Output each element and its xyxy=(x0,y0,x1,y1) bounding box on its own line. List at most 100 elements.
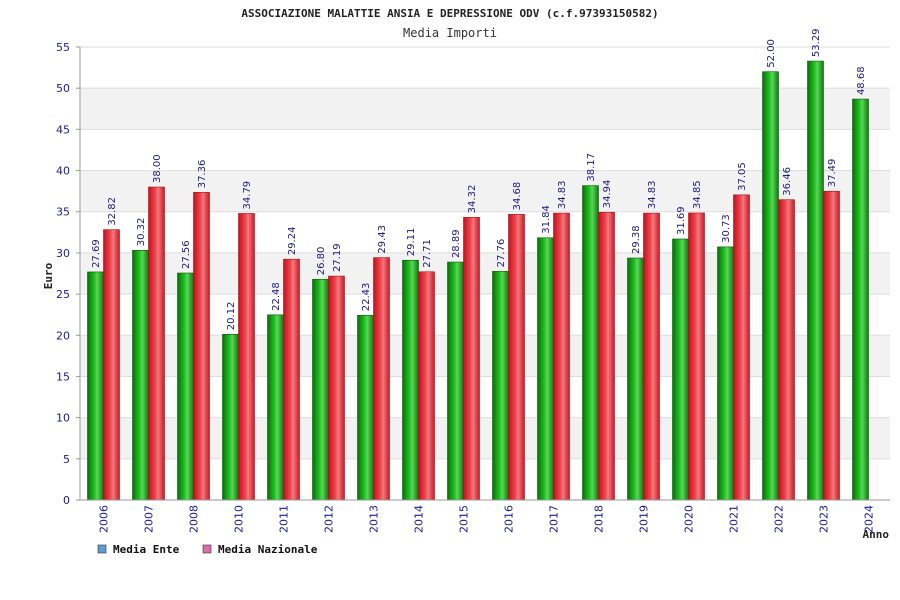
x-tick-label: 2021 xyxy=(728,505,741,533)
grid-bands xyxy=(80,47,890,500)
y-tick-label: 0 xyxy=(63,494,70,507)
data-label: 22.48 xyxy=(271,282,282,311)
data-label: 31.84 xyxy=(541,205,552,234)
grid-band xyxy=(80,211,890,253)
data-label: 34.83 xyxy=(557,180,568,209)
legend-label-media-nazionale: Media Nazionale xyxy=(218,543,318,556)
data-label: 31.69 xyxy=(676,206,687,235)
data-label: 29.11 xyxy=(406,228,417,257)
grid-band xyxy=(80,335,890,377)
bar-media-nazionale xyxy=(508,214,525,501)
data-label: 48.68 xyxy=(856,66,867,95)
grid-band xyxy=(80,294,890,336)
bar-media-ente xyxy=(492,271,509,501)
x-tick-label: 2023 xyxy=(818,505,831,533)
y-tick-label: 5 xyxy=(63,453,70,466)
x-tick-label: 2015 xyxy=(458,505,471,533)
bar-media-ente xyxy=(762,71,779,501)
bar-media-nazionale xyxy=(643,212,660,501)
data-label: 27.19 xyxy=(332,243,343,272)
data-label: 53.29 xyxy=(811,28,822,57)
bar-media-ente xyxy=(717,246,734,501)
data-label: 32.82 xyxy=(107,197,118,226)
data-label: 29.24 xyxy=(287,227,298,256)
bar-media-ente xyxy=(807,60,824,501)
y-tick-label: 50 xyxy=(56,82,70,95)
x-axis-ticks: 2006 2007 2008 2010 2011 2012 2013 2014 2015 2016… xyxy=(98,505,876,533)
bar-media-ente xyxy=(537,237,554,501)
y-tick-label: 15 xyxy=(56,370,70,383)
data-label: 34.32 xyxy=(467,185,478,214)
y-tick-label: 40 xyxy=(56,165,70,178)
bar-media-ente xyxy=(582,185,599,501)
bar-media-ente xyxy=(312,278,329,501)
bar-media-nazionale xyxy=(418,271,435,501)
bar-media-nazionale xyxy=(778,199,795,501)
data-label: 52.00 xyxy=(766,39,777,68)
bar-media-ente xyxy=(87,271,104,501)
y-axis-ticks: 0 5 10 15 20 25 30 35 40 45 50 55 xyxy=(56,41,80,507)
y-axis-title: Euro xyxy=(42,262,55,289)
x-tick-label: 2024 xyxy=(863,505,876,533)
bar-media-ente xyxy=(852,98,869,501)
bar-media-nazionale xyxy=(688,212,705,501)
data-label: 37.49 xyxy=(827,159,838,188)
y-tick-label: 25 xyxy=(56,288,70,301)
x-tick-label: 2022 xyxy=(773,505,786,533)
bar-media-nazionale xyxy=(733,194,750,501)
data-label: 34.94 xyxy=(602,180,613,209)
y-tick-label: 45 xyxy=(56,123,70,136)
x-tick-label: 2012 xyxy=(323,505,336,533)
bar-media-nazionale xyxy=(553,212,570,501)
data-label: 36.46 xyxy=(782,167,793,196)
data-label: 34.68 xyxy=(512,182,523,211)
y-tick-label: 30 xyxy=(56,247,70,260)
x-tick-label: 2007 xyxy=(143,505,156,533)
legend-swatch-media-nazionale xyxy=(202,544,212,554)
data-label: 30.73 xyxy=(721,214,732,243)
data-label: 26.80 xyxy=(316,247,327,276)
bar-media-ente xyxy=(267,314,284,501)
bar-media-nazionale xyxy=(148,186,165,501)
bar-media-nazionale xyxy=(193,191,210,501)
bar-media-ente xyxy=(177,272,194,501)
data-label: 27.56 xyxy=(181,240,192,269)
x-tick-label: 2006 xyxy=(98,505,111,533)
grid-band xyxy=(80,458,890,500)
bar-media-ente xyxy=(402,259,419,501)
data-label: 28.89 xyxy=(451,229,462,258)
x-tick-label: 2014 xyxy=(413,505,426,533)
value-labels: 27.69 32.82 30.32 38.00 27.56 37.36 20.12 34.79… xyxy=(91,28,867,330)
bar-media-ente xyxy=(132,249,149,501)
data-label: 22.43 xyxy=(361,283,372,312)
x-tick-label: 2020 xyxy=(683,505,696,533)
data-label: 20.12 xyxy=(226,302,237,331)
bar-media-ente xyxy=(222,333,239,501)
x-tick-label: 2008 xyxy=(188,505,201,533)
x-tick-label: 2010 xyxy=(233,505,246,533)
legend: Media Ente Media Nazionale xyxy=(97,543,318,556)
data-label: 27.69 xyxy=(91,239,102,268)
grid-band xyxy=(80,376,890,418)
x-tick-label: 2011 xyxy=(278,505,291,533)
data-label: 38.17 xyxy=(586,153,597,182)
data-label: 34.83 xyxy=(647,180,658,209)
bar-media-nazionale xyxy=(103,229,120,501)
data-label: 34.79 xyxy=(242,181,253,210)
data-label: 29.43 xyxy=(377,225,388,254)
bar-media-nazionale xyxy=(823,190,840,501)
grid-band xyxy=(80,88,890,130)
x-tick-label: 2017 xyxy=(548,505,561,533)
grid-band xyxy=(80,129,890,171)
y-tick-label: 10 xyxy=(56,412,70,425)
bar-media-ente xyxy=(357,314,374,501)
data-label: 38.00 xyxy=(152,154,163,183)
data-label: 37.36 xyxy=(197,160,208,189)
bar-media-ente xyxy=(672,238,689,501)
grid-band xyxy=(80,47,890,89)
bar-media-ente xyxy=(627,257,644,501)
legend-swatch-media-ente xyxy=(97,544,107,554)
grid-band xyxy=(80,170,890,212)
